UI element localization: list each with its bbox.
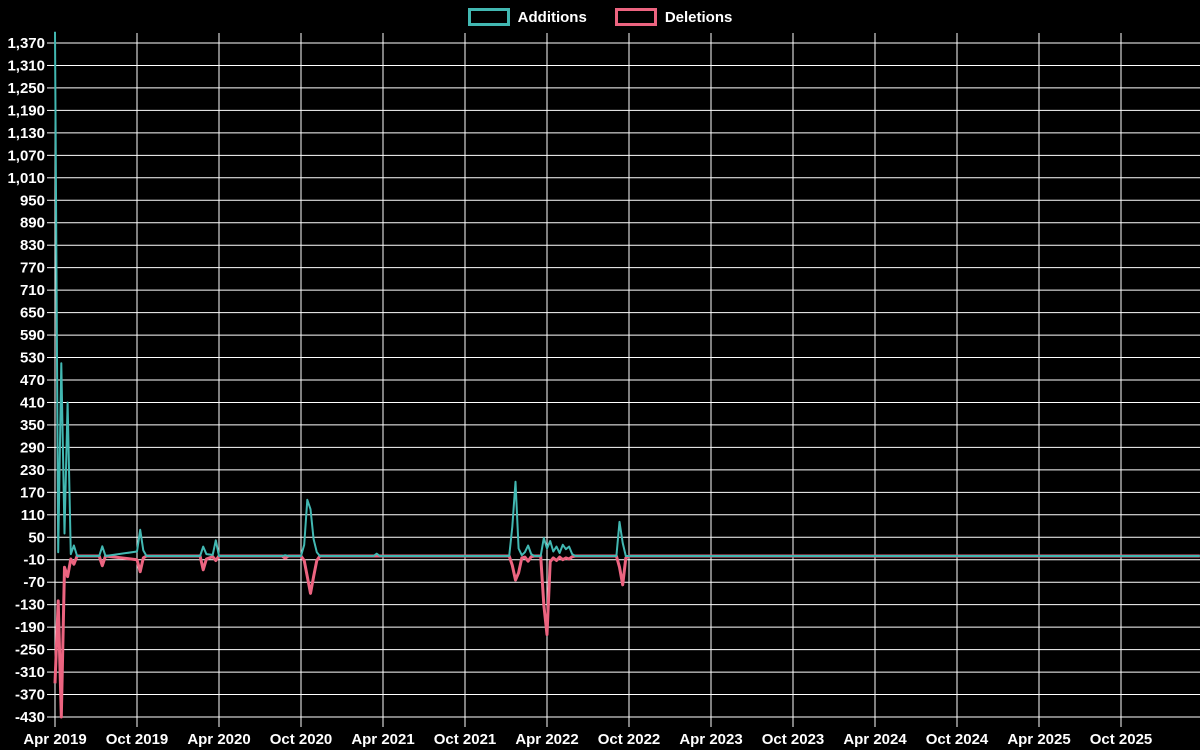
x-tick-label: Oct 2022 bbox=[598, 731, 661, 748]
y-tick-label: -430 bbox=[15, 709, 45, 726]
y-tick-label: 1,010 bbox=[7, 170, 45, 187]
legend: Additions Deletions bbox=[0, 8, 1200, 26]
y-tick-label: 1,310 bbox=[7, 57, 45, 74]
legend-label-additions: Additions bbox=[517, 8, 587, 26]
x-tick-label: Apr 2021 bbox=[351, 731, 414, 748]
y-tick-label: 1,370 bbox=[7, 35, 45, 52]
y-tick-label: 590 bbox=[20, 327, 45, 344]
x-tick-label: Apr 2023 bbox=[679, 731, 742, 748]
x-tick-label: Apr 2019 bbox=[23, 731, 86, 748]
y-tick-label: -190 bbox=[15, 619, 45, 636]
y-tick-label: 950 bbox=[20, 192, 45, 209]
y-tick-label: 350 bbox=[20, 417, 45, 434]
y-tick-label: 710 bbox=[20, 282, 45, 299]
y-tick-label: -10 bbox=[23, 552, 45, 569]
legend-label-deletions: Deletions bbox=[664, 8, 733, 26]
x-tick-label: Apr 2025 bbox=[1007, 731, 1070, 748]
x-tick-label: Oct 2019 bbox=[106, 731, 169, 748]
x-tick-label: Oct 2024 bbox=[926, 731, 989, 748]
additions-swatch-icon bbox=[467, 8, 510, 26]
gridlines bbox=[54, 42, 1200, 718]
x-axis-labels: Apr 2019 Oct 2019 Apr 2020 Oct 2020 Apr 2021… bbox=[23, 731, 1152, 748]
y-tick-label: -70 bbox=[23, 574, 45, 591]
y-tick-label: 50 bbox=[28, 529, 45, 546]
y-tick-label: 1,130 bbox=[7, 125, 45, 142]
x-tick-label: Oct 2020 bbox=[270, 731, 333, 748]
deletions-line bbox=[53, 554, 1200, 719]
y-tick-label: 290 bbox=[20, 439, 45, 456]
axis-ticks bbox=[47, 33, 1122, 727]
y-tick-label: 410 bbox=[20, 394, 45, 411]
x-tick-label: Oct 2021 bbox=[434, 731, 497, 748]
y-tick-label: 830 bbox=[20, 237, 45, 254]
y-tick-label: 230 bbox=[20, 462, 45, 479]
additions-line bbox=[54, 31, 1200, 557]
y-tick-label: -310 bbox=[15, 664, 45, 681]
y-tick-label: 530 bbox=[20, 350, 45, 367]
y-tick-label: 770 bbox=[20, 260, 45, 277]
y-tick-label: 650 bbox=[20, 305, 45, 322]
y-tick-label: -250 bbox=[15, 642, 45, 659]
y-tick-label: 890 bbox=[20, 215, 45, 232]
y-tick-label: 1,190 bbox=[7, 102, 45, 119]
legend-item-additions[interactable]: Additions bbox=[467, 8, 587, 26]
y-tick-label: -370 bbox=[15, 687, 45, 704]
y-tick-label: 110 bbox=[21, 507, 45, 524]
y-tick-label: -130 bbox=[15, 597, 45, 614]
x-tick-label: Apr 2024 bbox=[843, 731, 907, 748]
deletions-swatch-icon bbox=[614, 8, 657, 26]
y-tick-label: 170 bbox=[20, 484, 45, 501]
legend-item-deletions[interactable]: Deletions bbox=[614, 8, 733, 26]
y-tick-label: 470 bbox=[20, 372, 45, 389]
x-tick-label: Oct 2023 bbox=[762, 731, 825, 748]
y-axis-labels: 1,370 1,310 1,250 1,190 1,130 1,070 1,010 950 89… bbox=[7, 35, 45, 726]
x-tick-label: Oct 2025 bbox=[1090, 731, 1153, 748]
y-tick-label: 1,070 bbox=[7, 147, 45, 164]
x-tick-label: Apr 2022 bbox=[515, 731, 578, 748]
x-tick-label: Apr 2020 bbox=[187, 731, 250, 748]
y-tick-label: 1,250 bbox=[7, 80, 45, 97]
